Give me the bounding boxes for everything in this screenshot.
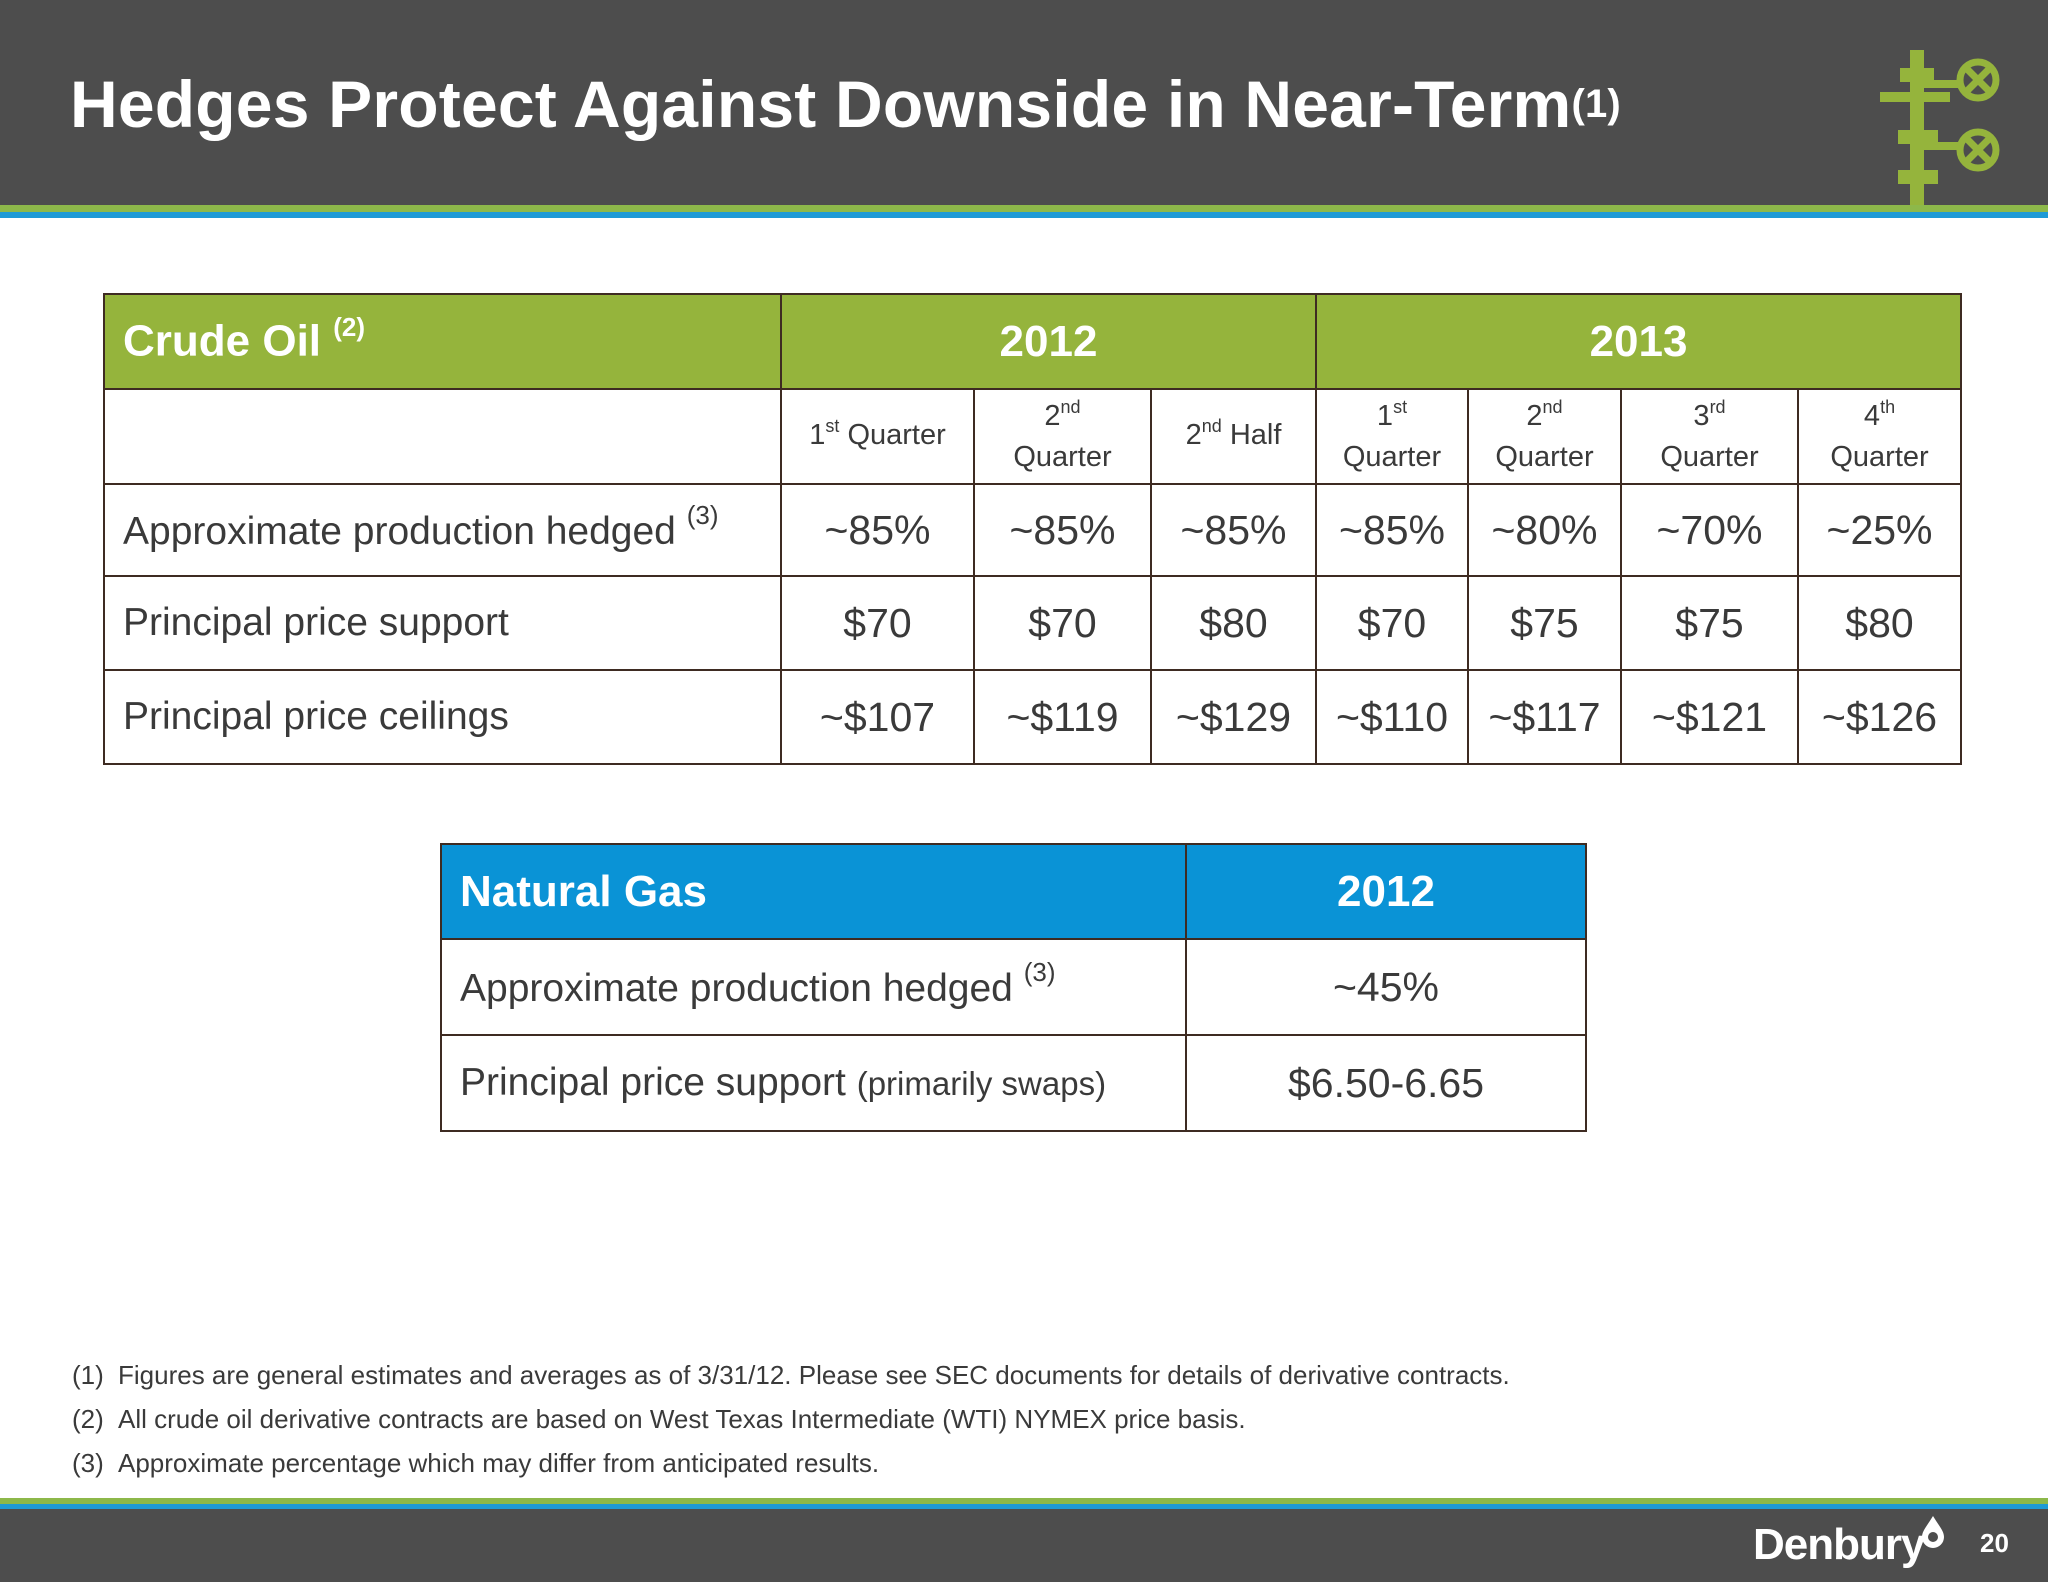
- oil-drop-icon: [1922, 1516, 1944, 1548]
- crude-oil-title: Crude Oil (2): [103, 293, 782, 390]
- table-cell: $70: [973, 575, 1152, 671]
- table-cell: ~$117: [1467, 669, 1622, 765]
- table-cell: ~85%: [1315, 483, 1469, 577]
- year-2013-header: 2013: [1314, 293, 1963, 390]
- row-label: Principal price ceilings: [103, 669, 782, 765]
- footer-stripe-green: [0, 1498, 2048, 1504]
- footnote: (3) Approximate percentage which may diff…: [72, 1448, 880, 1478]
- period-header: 1st Quarter: [1315, 388, 1469, 485]
- page-number: 20: [1980, 1528, 2009, 1558]
- table-cell: ~85%: [780, 483, 975, 577]
- header-stripe-blue: [0, 212, 2048, 218]
- table-cell: ~80%: [1467, 483, 1622, 577]
- footnotes: (1) Figures are general estimates and ave…: [72, 1358, 1872, 1490]
- row-label: Principal price support (primarily swaps…: [440, 1034, 1187, 1132]
- table-cell: ~$126: [1796, 669, 1963, 765]
- natural-gas-table: Natural Gas 2012 Approximate production …: [440, 843, 1587, 1132]
- table-row: Principal price support (primarily swaps…: [440, 1034, 1587, 1132]
- table-cell: ~25%: [1796, 483, 1963, 577]
- period-header: 3rd Quarter: [1620, 388, 1799, 485]
- period-header-row: 1st Quarter 2nd Quarter 2nd Half 1st Quart…: [103, 388, 1963, 485]
- table-row: Principal price support $70 $70 $80 $70 …: [103, 575, 1963, 671]
- header-stripe-green: [0, 205, 2048, 212]
- table-cell: $75: [1620, 575, 1799, 671]
- table-row: Principal price ceilings ~$107 ~$119 ~$1…: [103, 669, 1963, 765]
- footer-stripe-blue: [0, 1504, 2048, 1509]
- period-header: 2nd Half: [1150, 388, 1317, 485]
- table-cell: ~$119: [973, 669, 1152, 765]
- table-row: Approximate production hedged (3) ~45%: [440, 938, 1587, 1036]
- period-header: 4th Quarter: [1796, 388, 1963, 485]
- slide-header: Hedges Protect Against Downside in Near-…: [0, 0, 2048, 205]
- table-cell: $6.50-6.65: [1185, 1034, 1587, 1132]
- period-blank-cell: [103, 388, 782, 485]
- period-header: 1st Quarter: [780, 388, 975, 485]
- table-cell: ~45%: [1185, 938, 1587, 1036]
- slide-footer: [0, 1509, 2048, 1582]
- period-header: 2nd Quarter: [973, 388, 1152, 485]
- slide-title: Hedges Protect Against Downside in Near-…: [70, 67, 1621, 141]
- row-label: Approximate production hedged (3): [103, 483, 782, 577]
- table-cell: $70: [780, 575, 975, 671]
- table-cell: ~$110: [1315, 669, 1469, 765]
- natural-gas-title: Natural Gas: [440, 843, 1187, 940]
- table-cell: ~$121: [1620, 669, 1799, 765]
- footnote: (2) All crude oil derivative contracts ar…: [72, 1404, 1246, 1434]
- table-cell: ~70%: [1620, 483, 1799, 577]
- table-cell: ~$107: [780, 669, 975, 765]
- table-cell: $75: [1467, 575, 1622, 671]
- table-row: Approximate production hedged (3) ~85% ~…: [103, 483, 1963, 577]
- table-cell: ~85%: [973, 483, 1152, 577]
- table-cell: ~85%: [1150, 483, 1317, 577]
- brand-logo: Denbury: [1753, 1520, 1925, 1569]
- table-cell: $80: [1796, 575, 1963, 671]
- year-2012-header: 2012: [780, 293, 1317, 390]
- period-header: 2nd Quarter: [1467, 388, 1622, 485]
- crude-oil-table: Crude Oil (2) 2012 2013 1st Quarter 2nd Q…: [103, 293, 1963, 765]
- row-label: Approximate production hedged (3): [440, 938, 1187, 1036]
- wellhead-valve-icon: [1880, 50, 2000, 210]
- table-cell: ~$129: [1150, 669, 1317, 765]
- row-label: Principal price support: [103, 575, 782, 671]
- footnote: (1) Figures are general estimates and ave…: [72, 1360, 1510, 1390]
- table-cell: $70: [1315, 575, 1469, 671]
- table-cell: $80: [1150, 575, 1317, 671]
- gas-year-header: 2012: [1185, 843, 1587, 940]
